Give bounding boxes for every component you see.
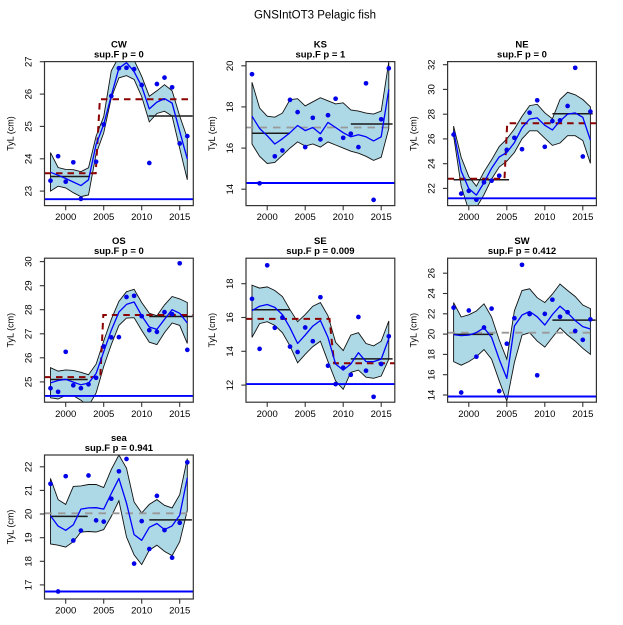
svg-text:2005: 2005 bbox=[295, 212, 316, 223]
svg-text:16: 16 bbox=[427, 369, 438, 380]
svg-text:OS: OS bbox=[112, 236, 126, 247]
svg-text:TyL (cm): TyL (cm) bbox=[6, 116, 16, 151]
svg-text:2000: 2000 bbox=[257, 409, 278, 420]
svg-text:24: 24 bbox=[427, 288, 438, 299]
svg-text:2010: 2010 bbox=[131, 212, 152, 223]
svg-text:16: 16 bbox=[225, 143, 236, 154]
svg-text:2010: 2010 bbox=[333, 409, 354, 420]
svg-text:2010: 2010 bbox=[131, 409, 152, 420]
svg-text:TyL (cm): TyL (cm) bbox=[207, 116, 217, 151]
svg-text:18: 18 bbox=[225, 102, 236, 113]
svg-text:sup.F p = 0: sup.F p = 0 bbox=[94, 246, 144, 257]
svg-text:27: 27 bbox=[24, 329, 35, 340]
svg-text:2015: 2015 bbox=[572, 409, 593, 420]
svg-text:32: 32 bbox=[427, 59, 438, 70]
svg-text:30: 30 bbox=[427, 84, 438, 95]
svg-text:TyL (cm): TyL (cm) bbox=[207, 313, 217, 348]
svg-text:TyL (cm): TyL (cm) bbox=[6, 313, 16, 348]
svg-text:26: 26 bbox=[427, 134, 438, 145]
svg-text:2000: 2000 bbox=[55, 606, 76, 617]
svg-text:14: 14 bbox=[225, 346, 236, 357]
svg-text:2005: 2005 bbox=[93, 606, 114, 617]
svg-text:22: 22 bbox=[24, 462, 35, 473]
svg-text:26: 26 bbox=[427, 268, 438, 279]
svg-text:26: 26 bbox=[24, 89, 35, 100]
svg-text:18: 18 bbox=[427, 349, 438, 360]
svg-text:TyL (cm): TyL (cm) bbox=[409, 116, 419, 151]
svg-text:2005: 2005 bbox=[93, 212, 114, 223]
svg-text:sup.F p = 0: sup.F p = 0 bbox=[94, 49, 144, 60]
svg-text:26: 26 bbox=[24, 353, 35, 364]
svg-text:CW: CW bbox=[111, 40, 127, 51]
svg-text:14: 14 bbox=[427, 390, 438, 401]
svg-text:sea: sea bbox=[111, 433, 128, 444]
svg-text:2010: 2010 bbox=[534, 212, 555, 223]
svg-text:14: 14 bbox=[225, 184, 236, 195]
svg-text:NE: NE bbox=[515, 40, 528, 51]
svg-text:19: 19 bbox=[24, 532, 35, 543]
svg-text:23: 23 bbox=[24, 186, 35, 197]
svg-text:2015: 2015 bbox=[371, 409, 392, 420]
svg-text:2010: 2010 bbox=[131, 606, 152, 617]
svg-text:2015: 2015 bbox=[169, 606, 190, 617]
svg-text:2000: 2000 bbox=[55, 409, 76, 420]
svg-text:2005: 2005 bbox=[496, 409, 517, 420]
svg-text:2000: 2000 bbox=[55, 212, 76, 223]
svg-text:2010: 2010 bbox=[333, 212, 354, 223]
svg-text:2000: 2000 bbox=[458, 212, 479, 223]
svg-text:24: 24 bbox=[427, 158, 438, 169]
svg-text:2015: 2015 bbox=[169, 212, 190, 223]
svg-text:GNSIntOT3 Pelagic fish: GNSIntOT3 Pelagic fish bbox=[254, 10, 376, 22]
svg-text:24: 24 bbox=[24, 154, 35, 165]
svg-text:2015: 2015 bbox=[371, 212, 392, 223]
svg-text:29: 29 bbox=[24, 280, 35, 291]
svg-text:SW: SW bbox=[514, 236, 529, 247]
svg-text:20: 20 bbox=[427, 329, 438, 340]
svg-text:2015: 2015 bbox=[169, 409, 190, 420]
svg-text:KS: KS bbox=[314, 40, 327, 51]
svg-text:SE: SE bbox=[314, 236, 327, 247]
svg-text:12: 12 bbox=[225, 380, 236, 391]
svg-text:2005: 2005 bbox=[93, 409, 114, 420]
svg-text:17: 17 bbox=[24, 580, 35, 591]
svg-text:20: 20 bbox=[225, 61, 236, 72]
svg-text:sup.F p = 0: sup.F p = 0 bbox=[497, 49, 547, 60]
svg-text:sup.F p = 0.941: sup.F p = 0.941 bbox=[85, 443, 154, 454]
svg-text:18: 18 bbox=[225, 278, 236, 289]
svg-text:2000: 2000 bbox=[458, 409, 479, 420]
svg-text:21: 21 bbox=[24, 485, 35, 496]
svg-text:27: 27 bbox=[24, 56, 35, 67]
svg-text:28: 28 bbox=[427, 109, 438, 120]
svg-text:TyL (cm): TyL (cm) bbox=[409, 313, 419, 348]
svg-text:28: 28 bbox=[24, 304, 35, 315]
svg-text:20: 20 bbox=[24, 509, 35, 520]
svg-text:2005: 2005 bbox=[295, 409, 316, 420]
svg-text:25: 25 bbox=[24, 121, 35, 132]
svg-text:sup.F p = 1: sup.F p = 1 bbox=[295, 49, 346, 60]
svg-text:30: 30 bbox=[24, 256, 35, 267]
svg-text:18: 18 bbox=[24, 556, 35, 567]
svg-text:sup.F p = 0.009: sup.F p = 0.009 bbox=[286, 246, 354, 257]
svg-text:25: 25 bbox=[24, 377, 35, 388]
svg-text:22: 22 bbox=[427, 309, 438, 320]
svg-text:2000: 2000 bbox=[257, 212, 278, 223]
svg-text:2015: 2015 bbox=[572, 212, 593, 223]
svg-text:16: 16 bbox=[225, 312, 236, 323]
svg-text:TyL (cm): TyL (cm) bbox=[6, 510, 16, 545]
svg-text:sup.F p = 0.412: sup.F p = 0.412 bbox=[488, 246, 556, 257]
svg-text:2005: 2005 bbox=[496, 212, 517, 223]
svg-text:22: 22 bbox=[427, 183, 438, 194]
svg-text:2010: 2010 bbox=[534, 409, 555, 420]
